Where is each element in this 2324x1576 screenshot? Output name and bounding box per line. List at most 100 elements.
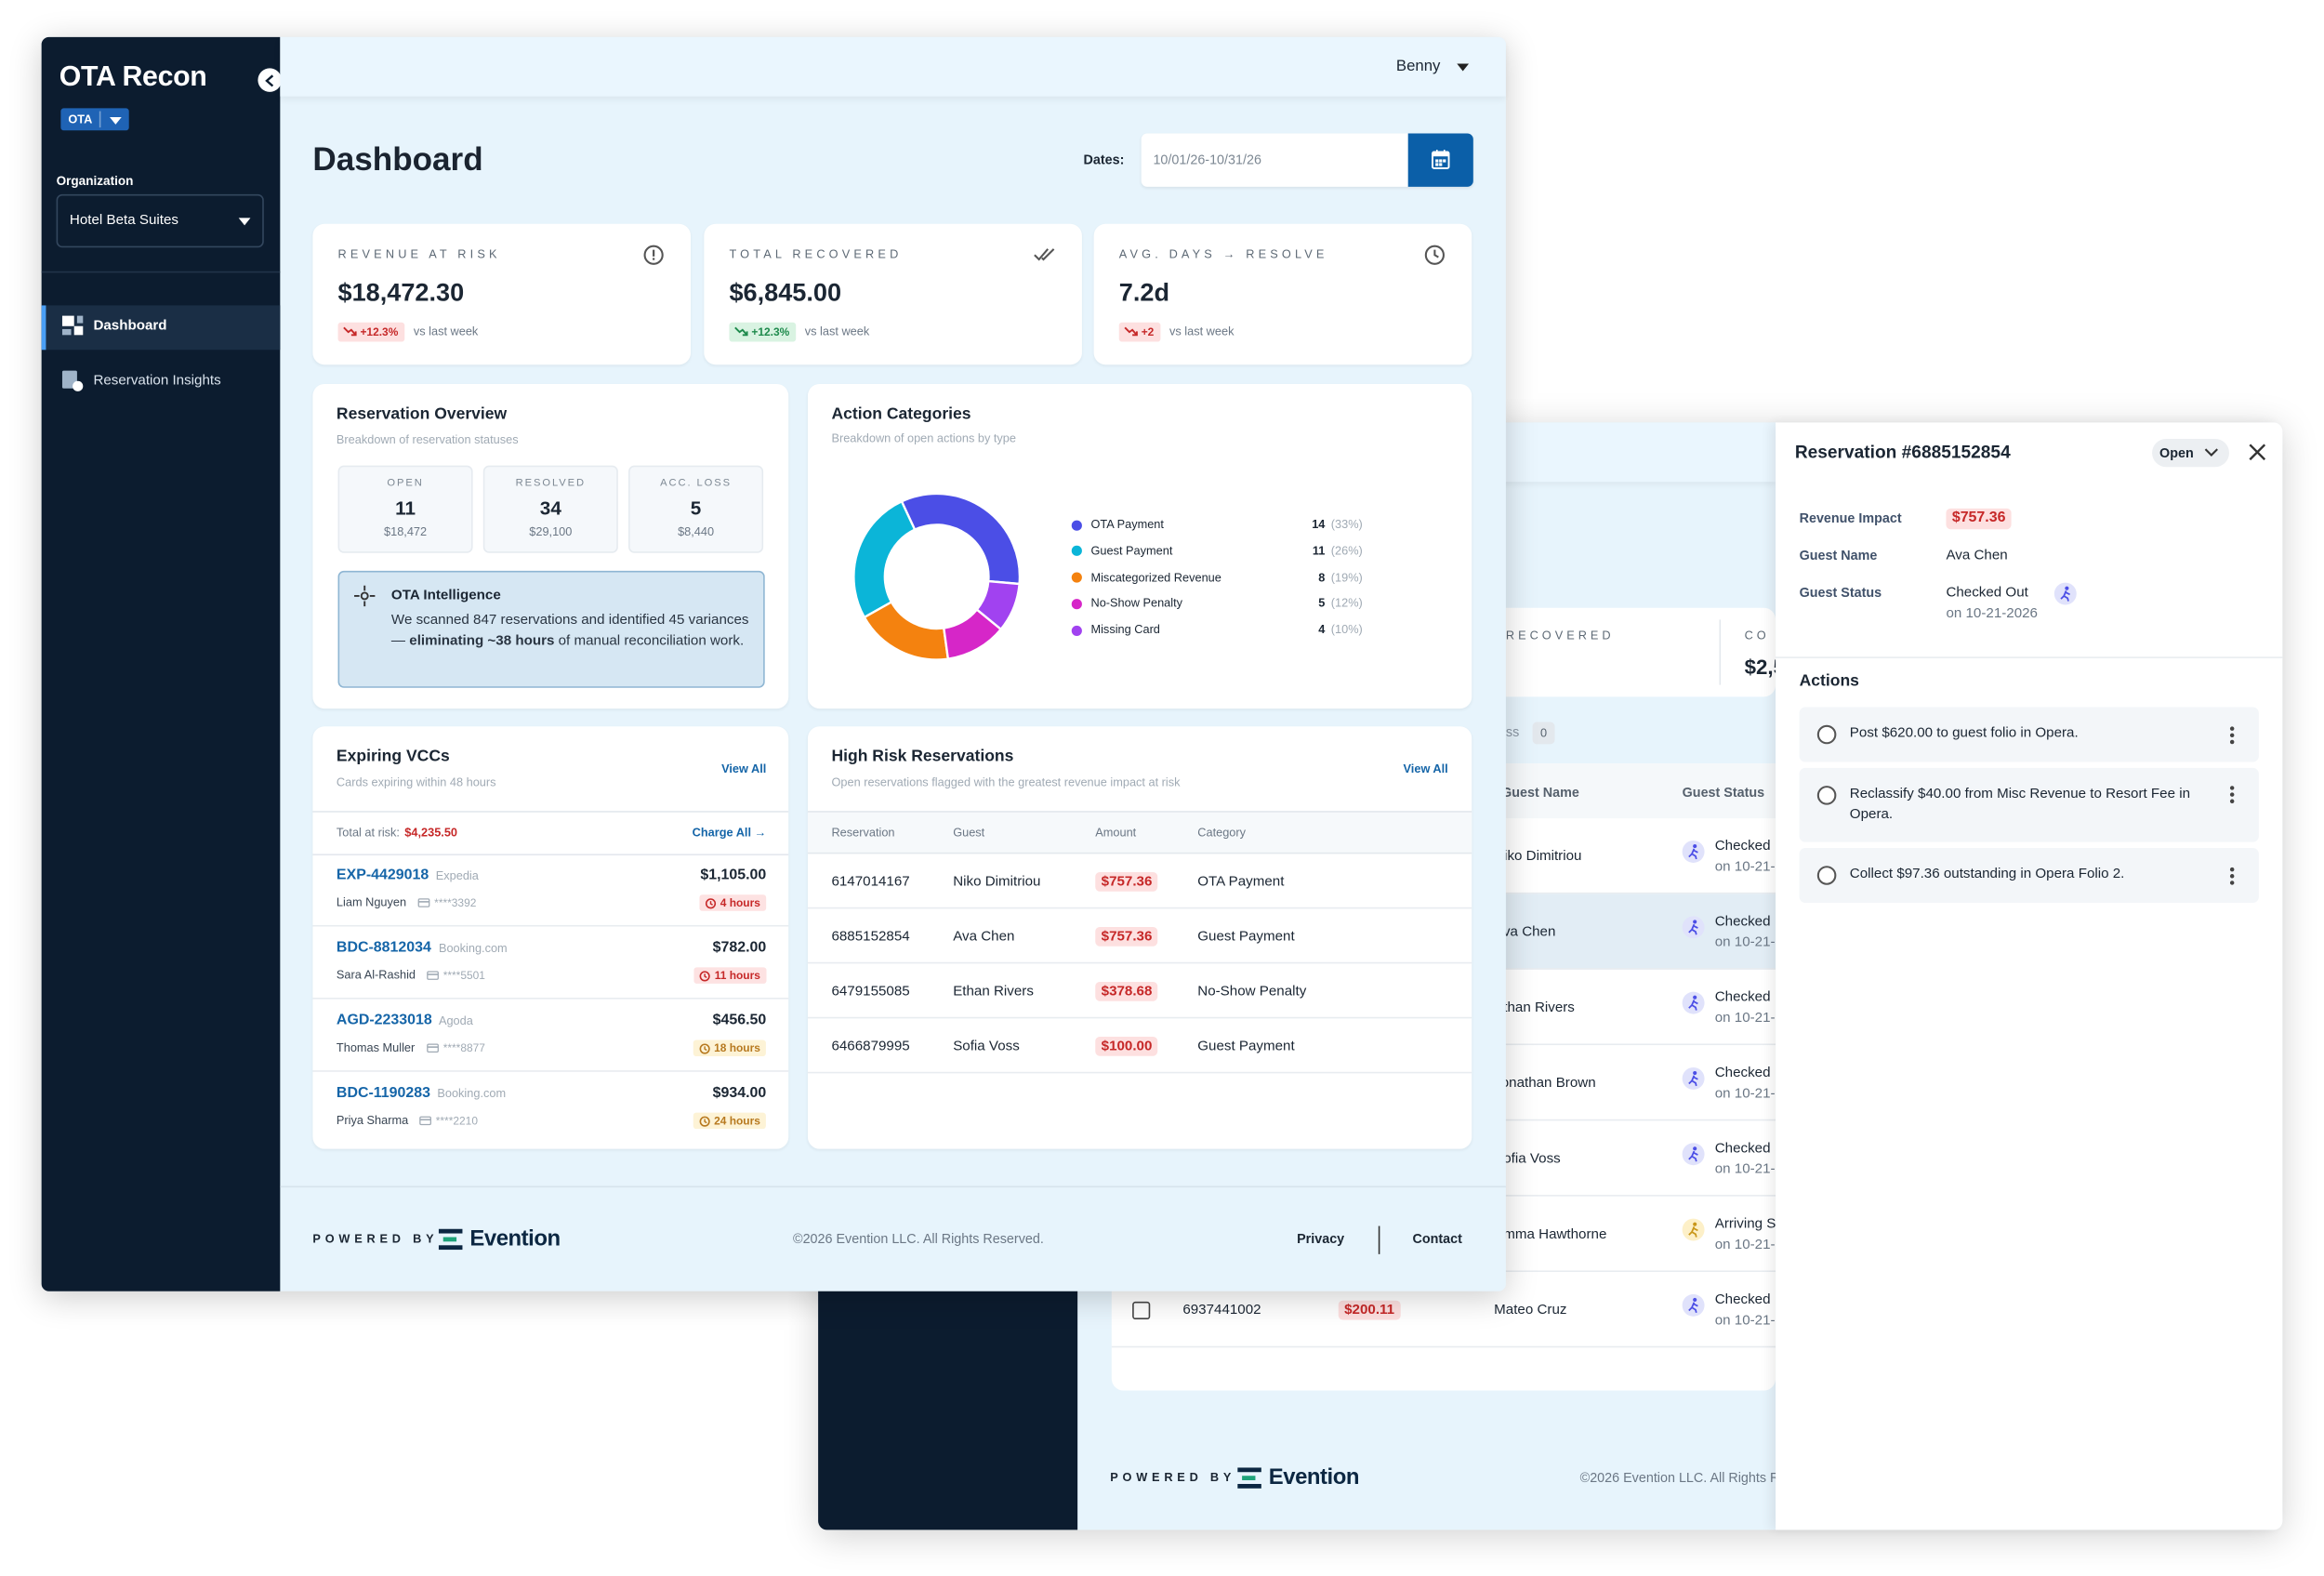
checkbox[interactable] <box>1132 1301 1151 1319</box>
page-title: Dashboard <box>312 140 483 179</box>
clock-icon-part <box>699 1115 710 1126</box>
kebab-menu-part <box>2229 786 2235 790</box>
guest-name: Ava Chen <box>953 927 1015 945</box>
reservation-id: 6479155085 <box>831 982 910 1000</box>
kebab-menu <box>2229 786 2235 804</box>
action-text: Post $620.00 to guest folio in Opera. <box>1849 725 2079 742</box>
vcc-card: ****3392 <box>434 895 477 910</box>
status-icon <box>1682 1142 1705 1165</box>
card-icon-part <box>418 901 429 903</box>
stat-label: OPEN <box>387 478 424 489</box>
legend-swatch-part <box>1071 572 1082 583</box>
status-icon-part <box>1688 999 1698 1010</box>
status-date: on 10-21- <box>1714 934 1776 950</box>
nav-icon-part <box>73 380 84 391</box>
status-icon <box>1682 840 1705 863</box>
kpi-delta: +12.3% <box>729 322 796 342</box>
kpi-delta: +12.3% <box>337 322 404 342</box>
donut-slice <box>975 579 1021 631</box>
nav-item[interactable]: Reservation Insights <box>93 372 221 390</box>
kpi-icon-part <box>653 258 655 260</box>
status-select[interactable] <box>2152 438 2229 468</box>
divider <box>1719 619 1722 685</box>
link[interactable]: View All <box>721 762 767 776</box>
status-date: on 10-21- <box>1714 1009 1776 1026</box>
guest-name: Mateo Cruz <box>1494 1301 1567 1318</box>
card-icon-part <box>419 1119 431 1121</box>
calendar-icon-part <box>1439 163 1443 166</box>
badge: $757.36 <box>1095 926 1158 947</box>
legend-share: (33%) <box>1330 517 1363 532</box>
link[interactable]: View All <box>1403 762 1448 776</box>
card-icon-part <box>427 971 439 980</box>
app-logo: OTA Recon <box>59 61 207 93</box>
user-menu[interactable]: Benny <box>1395 57 1441 75</box>
footer-link[interactable]: Privacy <box>1297 1231 1345 1247</box>
divider <box>312 854 789 855</box>
org-select[interactable] <box>56 193 264 248</box>
nav-icon-part <box>61 328 72 336</box>
reservation-id: 6466879995 <box>831 1037 910 1054</box>
vcc-id[interactable]: EXP-4429018 <box>336 867 429 884</box>
status-icon-part <box>1688 1149 1698 1161</box>
brand-mark-part <box>1242 1476 1256 1481</box>
status-date: on 10-21- <box>1714 1311 1776 1329</box>
status-icon <box>1682 1293 1705 1317</box>
total-value: $4,235.50 <box>404 826 458 840</box>
vcc-id[interactable]: BDC-1190283 <box>336 1085 430 1102</box>
close-icon-part <box>2249 444 2266 461</box>
trend-icon <box>343 326 357 337</box>
guest-status: Checked <box>1714 1139 1771 1157</box>
nav-item[interactable]: Dashboard <box>93 317 167 335</box>
trend-icon-part <box>350 331 357 337</box>
field-label: Revenue Impact <box>1799 510 1902 526</box>
card-icon <box>427 1043 439 1053</box>
legend-swatch <box>1071 625 1082 636</box>
caret <box>1457 63 1470 72</box>
legend-label: Missing Card <box>1090 623 1160 637</box>
vcc-id[interactable]: BDC-8812034 <box>336 939 431 957</box>
legend-swatch <box>1071 519 1082 530</box>
status-icon <box>1682 990 1705 1013</box>
nav-icon-part <box>73 325 84 336</box>
guest-name: Ethan Rivers <box>1494 999 1575 1015</box>
status-icon-part <box>1693 1297 1697 1302</box>
date-range: 10/01/26-10/31/26 <box>1153 152 1261 167</box>
calendar-icon-part <box>1435 159 1439 163</box>
mode-badge[interactable] <box>60 108 129 131</box>
clock-icon-part <box>704 973 707 978</box>
expiry-badge: 18 hours <box>693 1040 767 1057</box>
kpi-value: $6,845.00 <box>729 278 842 307</box>
status-icon-part <box>1688 1301 1698 1313</box>
field-label: Dates: <box>1083 152 1125 167</box>
vcc-id[interactable]: AGD-2233018 <box>336 1012 432 1029</box>
kpi-icon <box>1034 248 1055 261</box>
trend-icon <box>1124 326 1138 337</box>
legend-label: Miscategorized Revenue <box>1090 570 1221 584</box>
row-divider <box>807 1016 1472 1019</box>
card-title: Reservation Overview <box>336 404 508 424</box>
divider <box>1378 1225 1380 1254</box>
guest-status: Checked <box>1714 912 1771 930</box>
insight-icon-part <box>354 585 376 607</box>
footer-link[interactable]: Contact <box>1412 1231 1462 1247</box>
close-icon <box>2249 444 2266 461</box>
card-icon-part <box>427 973 439 975</box>
badge: $378.68 <box>1095 981 1158 1001</box>
trend-icon-part <box>734 326 748 336</box>
legend-swatch-part <box>1071 598 1082 610</box>
insight-text: We scanned 847 reservations and identifi… <box>391 611 755 654</box>
link[interactable]: Charge All → <box>692 826 767 840</box>
vcc-source: Booking.com <box>438 941 508 956</box>
kpi-icon-part <box>653 249 655 257</box>
legend-swatch-part <box>1071 519 1082 530</box>
collapse-button[interactable] <box>257 68 282 92</box>
reservation-id: 6937441002 <box>1182 1301 1261 1318</box>
status-icon <box>1682 1217 1705 1240</box>
mode-label: OTA <box>68 112 93 126</box>
table-header <box>807 811 1472 854</box>
brand-mark-part <box>1237 1483 1261 1489</box>
brand-mark-part <box>438 1245 463 1251</box>
kpi-icon-part <box>643 245 664 265</box>
card-subtitle: Breakdown of open actions by type <box>831 431 1017 445</box>
